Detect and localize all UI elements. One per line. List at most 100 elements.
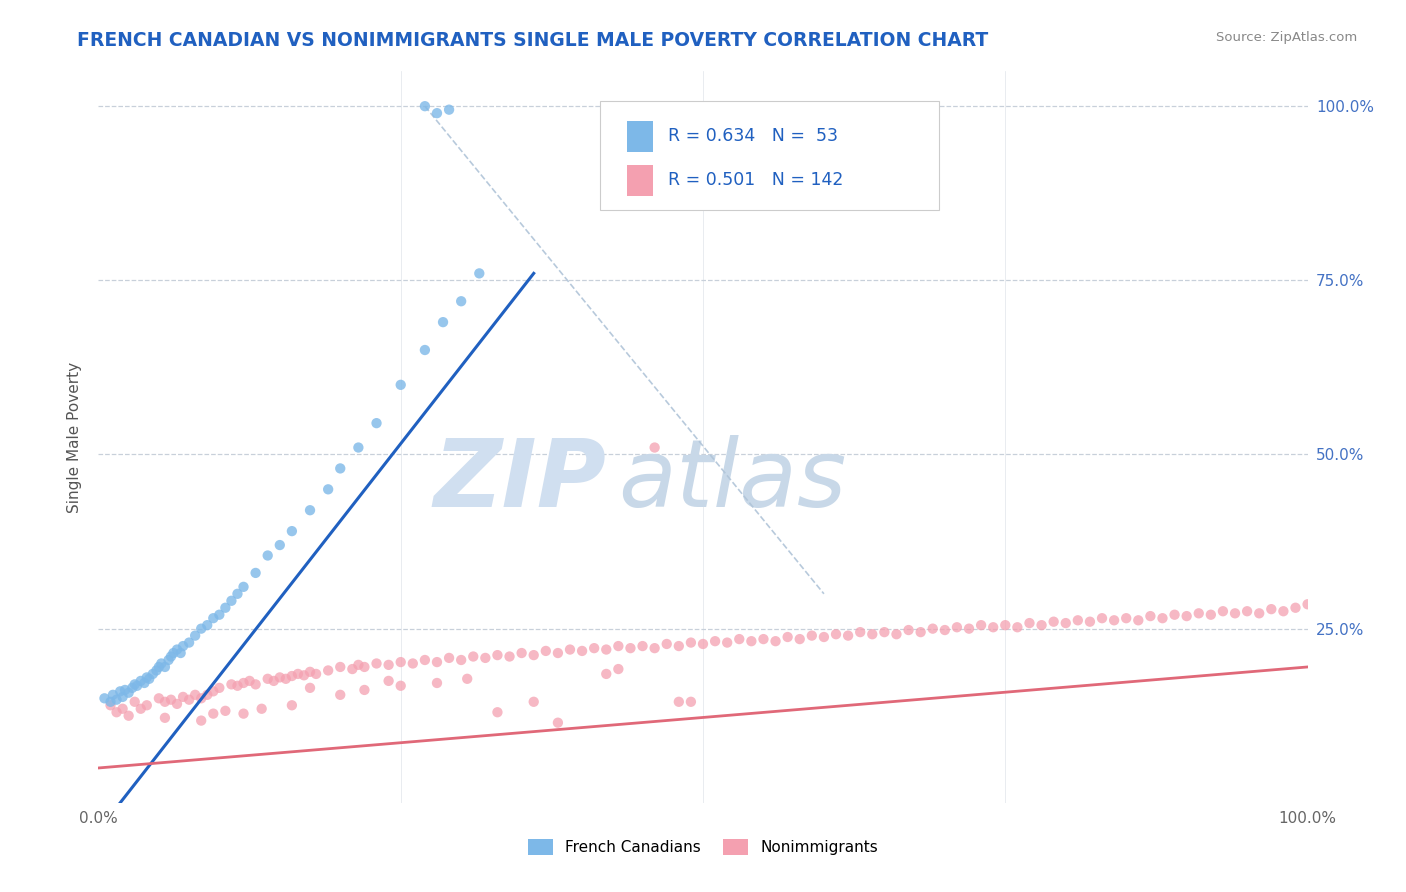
- Point: [150, 657, 173, 671]
- Point: [849, 625, 872, 640]
- Point: [389, 655, 412, 669]
- Point: [100, 695, 122, 709]
- Point: [347, 657, 370, 672]
- Point: [716, 635, 738, 649]
- Point: [226, 679, 249, 693]
- Point: [111, 702, 134, 716]
- Point: [1007, 620, 1029, 634]
- Point: [1128, 613, 1150, 627]
- Point: [413, 99, 436, 113]
- Point: [1163, 607, 1185, 622]
- Point: [595, 642, 617, 657]
- Point: [202, 684, 225, 698]
- Point: [166, 697, 188, 711]
- Point: [101, 688, 124, 702]
- Point: [256, 672, 278, 686]
- Point: [148, 691, 170, 706]
- Point: [329, 461, 352, 475]
- Point: [121, 681, 143, 695]
- Point: [547, 646, 569, 660]
- Point: [1236, 604, 1258, 618]
- Point: [510, 646, 533, 660]
- Point: [752, 632, 775, 646]
- Point: [153, 711, 176, 725]
- Y-axis label: Single Male Poverty: Single Male Poverty: [67, 361, 83, 513]
- Point: [93, 691, 115, 706]
- Point: [127, 679, 149, 693]
- Point: [389, 679, 412, 693]
- Point: [245, 677, 267, 691]
- Point: [1042, 615, 1064, 629]
- Point: [468, 266, 491, 280]
- Point: [1078, 615, 1101, 629]
- Text: R = 0.501   N = 142: R = 0.501 N = 142: [668, 171, 844, 189]
- Point: [644, 641, 666, 656]
- Point: [239, 673, 262, 688]
- Point: [934, 623, 956, 637]
- Point: [148, 660, 170, 674]
- Point: [226, 587, 249, 601]
- Point: [668, 639, 690, 653]
- FancyBboxPatch shape: [600, 101, 939, 211]
- Point: [281, 698, 304, 713]
- Point: [886, 627, 908, 641]
- Point: [450, 653, 472, 667]
- Point: [169, 646, 191, 660]
- Point: [1091, 611, 1114, 625]
- Point: [607, 639, 630, 653]
- Point: [179, 692, 201, 706]
- Point: [190, 691, 212, 706]
- Point: [402, 657, 425, 671]
- Point: [1018, 616, 1040, 631]
- Point: [486, 648, 509, 662]
- Point: [558, 642, 581, 657]
- Point: [157, 653, 180, 667]
- Point: [413, 653, 436, 667]
- Point: [1249, 607, 1271, 621]
- Point: [269, 538, 291, 552]
- Point: [195, 688, 218, 702]
- Point: [214, 600, 236, 615]
- Point: [644, 441, 666, 455]
- Text: FRENCH CANADIAN VS NONIMMIGRANTS SINGLE MALE POVERTY CORRELATION CHART: FRENCH CANADIAN VS NONIMMIGRANTS SINGLE …: [77, 31, 988, 50]
- Point: [190, 714, 212, 728]
- Point: [118, 708, 141, 723]
- Point: [825, 627, 848, 641]
- Point: [208, 681, 231, 695]
- Point: [1212, 604, 1234, 618]
- Point: [329, 660, 352, 674]
- Point: [124, 695, 146, 709]
- Point: [619, 641, 641, 656]
- Point: [153, 695, 176, 709]
- Point: [281, 669, 304, 683]
- Point: [583, 641, 606, 656]
- Point: [287, 667, 309, 681]
- Point: [153, 660, 176, 674]
- Point: [426, 676, 449, 690]
- Point: [1272, 604, 1295, 618]
- Point: [389, 377, 412, 392]
- Point: [1102, 613, 1125, 627]
- Point: [208, 607, 231, 622]
- Point: [456, 672, 478, 686]
- Point: [1188, 607, 1211, 621]
- Point: [184, 688, 207, 702]
- Point: [232, 580, 254, 594]
- Point: [474, 651, 496, 665]
- Point: [184, 629, 207, 643]
- Point: [232, 676, 254, 690]
- Point: [160, 649, 183, 664]
- Point: [118, 686, 141, 700]
- Point: [523, 695, 546, 709]
- Point: [426, 106, 449, 120]
- Point: [299, 681, 322, 695]
- Point: [202, 706, 225, 721]
- Point: [329, 688, 352, 702]
- Point: [740, 634, 762, 648]
- Point: [342, 662, 364, 676]
- Point: [135, 670, 157, 684]
- Point: [1152, 611, 1174, 625]
- Point: [353, 682, 375, 697]
- Point: [437, 651, 460, 665]
- Point: [347, 441, 370, 455]
